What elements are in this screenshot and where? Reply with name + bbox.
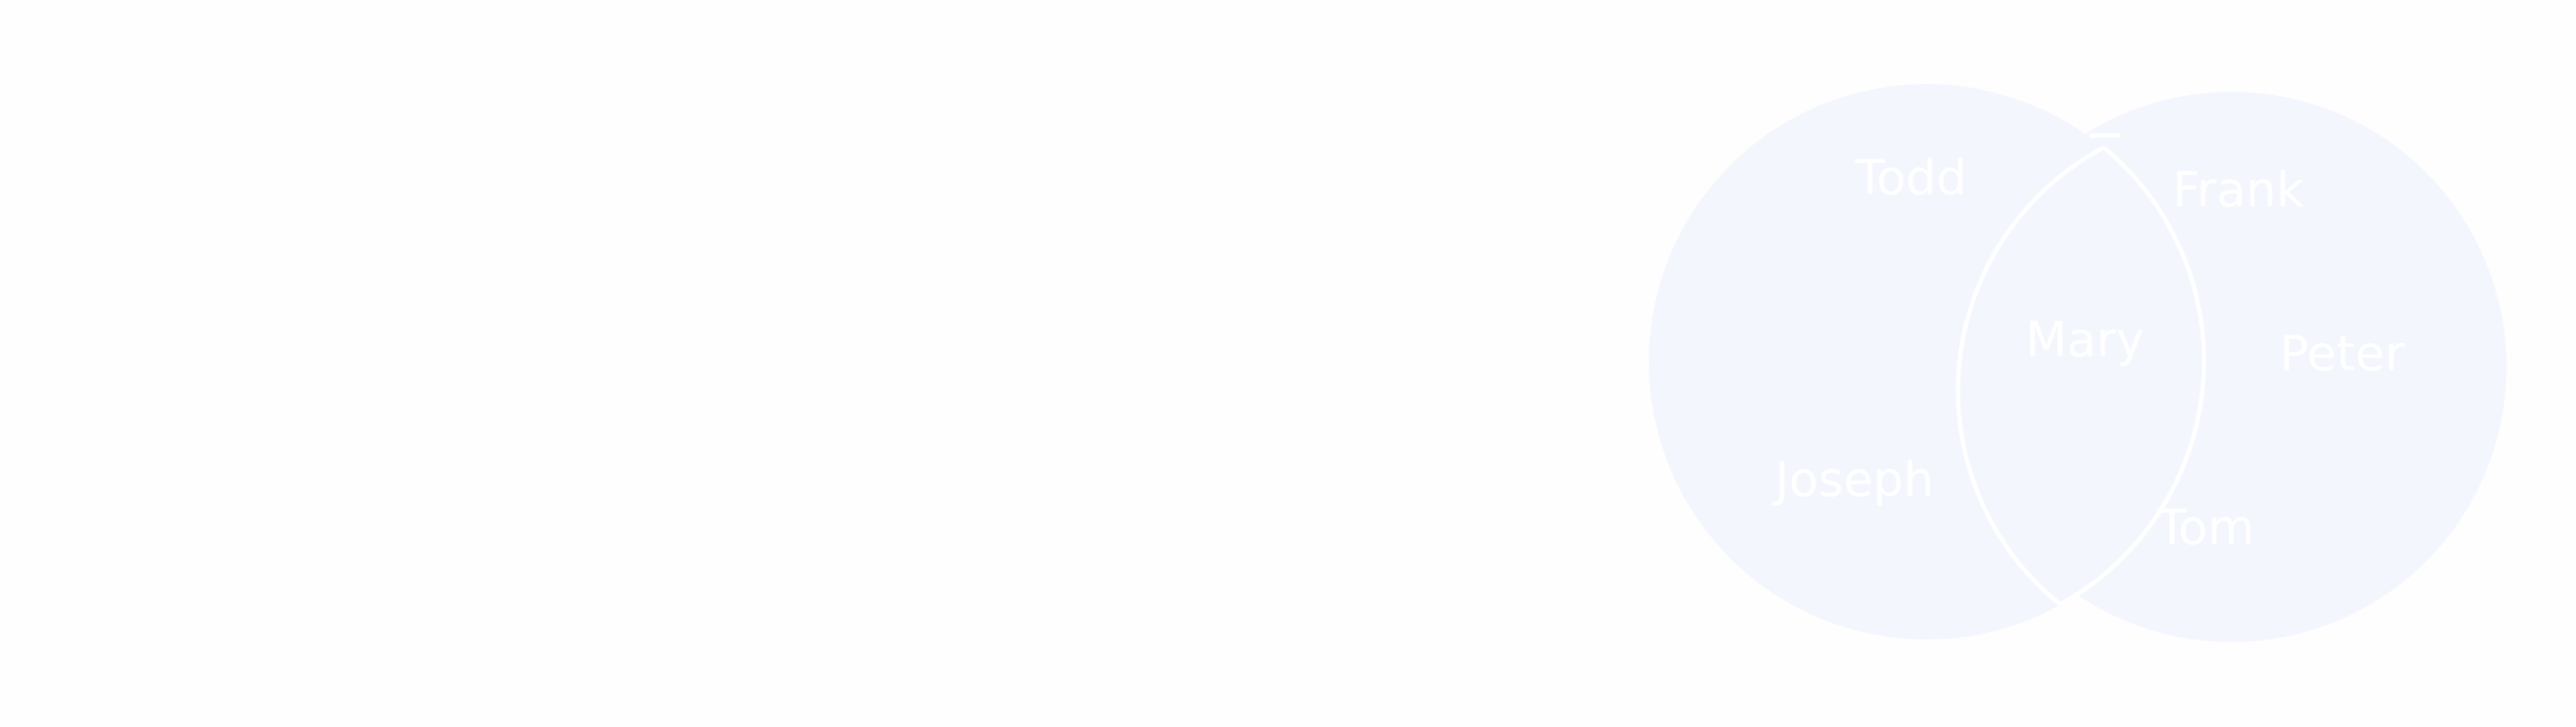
label-todd: Todd (1854, 151, 1967, 207)
set-right-circle (1956, 92, 2507, 642)
label-peter: Peter (2279, 327, 2405, 382)
intersection-outline (1956, 133, 2207, 607)
intersection-left-arc (1956, 145, 2106, 606)
intersection-right-arc (2058, 146, 2207, 607)
label-frank: Frank (2172, 163, 2304, 219)
labels-group: Todd Joseph Mary Frank Peter Tom (1772, 151, 2405, 556)
label-joseph: Joseph (1772, 453, 1933, 508)
circles-group (1649, 84, 2507, 642)
label-tom: Tom (2156, 501, 2255, 556)
label-mary: Mary (2026, 313, 2145, 369)
